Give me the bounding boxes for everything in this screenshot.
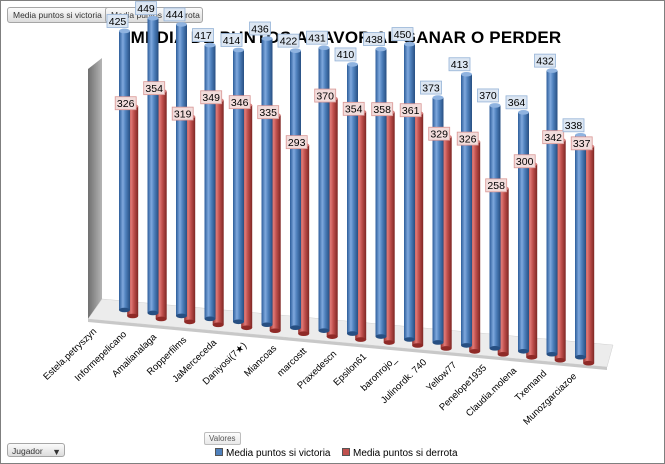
data-label-derrota: 300	[513, 154, 536, 169]
jugador-field-button[interactable]: Jugador ▼	[7, 443, 65, 457]
svg-text:349: 349	[202, 92, 220, 104]
svg-text:258: 258	[487, 180, 505, 192]
svg-text:431: 431	[308, 32, 326, 44]
data-label-victoria: 417	[192, 28, 214, 42]
bar-victoria	[176, 22, 187, 319]
valores-label: Valores	[204, 432, 241, 445]
svg-text:450: 450	[394, 29, 412, 41]
data-label-victoria: 373	[420, 80, 442, 95]
svg-text:342: 342	[544, 132, 562, 144]
svg-text:436: 436	[251, 23, 269, 35]
data-label-victoria: 436	[249, 21, 271, 36]
svg-text:410: 410	[337, 49, 355, 61]
data-label-victoria: 425	[106, 14, 129, 28]
data-label-derrota: 329	[428, 126, 451, 141]
svg-text:444: 444	[166, 9, 184, 21]
svg-text:425: 425	[109, 16, 127, 28]
svg-text:364: 364	[508, 97, 526, 109]
data-label-derrota: 337	[570, 136, 593, 151]
legend-item-derrota: Media puntos si derrota	[342, 448, 458, 460]
data-label-victoria: 413	[448, 57, 471, 72]
bar-victoria	[233, 47, 244, 325]
legend-label-derrota: Media puntos si derrota	[353, 448, 458, 459]
data-label-victoria: 438	[363, 32, 385, 46]
bar-victoria	[461, 71, 472, 348]
data-label-victoria: 364	[505, 95, 528, 110]
data-label-derrota: 326	[456, 131, 479, 146]
bar-victoria	[432, 95, 444, 345]
data-label-derrota: 346	[228, 95, 251, 110]
svg-text:361: 361	[402, 105, 420, 117]
bar-victoria	[290, 48, 301, 331]
data-label-victoria: 449	[135, 1, 157, 16]
legend-swatch-derrota	[342, 448, 350, 456]
svg-text:358: 358	[373, 104, 391, 116]
data-label-victoria: 431	[306, 30, 328, 45]
svg-text:432: 432	[536, 55, 554, 67]
data-label-derrota: 349	[200, 90, 223, 105]
data-label-derrota: 319	[171, 106, 194, 121]
bar-victoria	[375, 46, 387, 339]
svg-text:354: 354	[345, 104, 363, 116]
jugador-label: Jugador	[12, 446, 43, 456]
bar-victoria	[347, 62, 358, 336]
svg-text:414: 414	[223, 35, 241, 47]
svg-text:300: 300	[516, 156, 534, 168]
svg-text:337: 337	[573, 138, 591, 150]
legend-item-victoria: Media puntos si victoria	[215, 448, 331, 460]
data-label-derrota: 326	[114, 96, 137, 111]
data-label-victoria: 422	[277, 33, 300, 48]
data-label-victoria: 432	[534, 53, 556, 68]
bar-victoria	[546, 68, 558, 357]
svg-text:293: 293	[288, 137, 306, 149]
data-label-victoria: 444	[163, 7, 186, 22]
data-label-derrota: 354	[342, 101, 365, 116]
data-label-victoria: 370	[477, 88, 499, 103]
svg-text:370: 370	[479, 90, 497, 102]
svg-text:413: 413	[451, 59, 469, 71]
svg-text:338: 338	[565, 120, 583, 132]
data-label-victoria: 414	[220, 33, 243, 47]
svg-text:373: 373	[422, 82, 440, 94]
svg-text:335: 335	[259, 107, 277, 119]
data-label-derrota: 335	[257, 105, 280, 120]
data-label-derrota: 342	[542, 130, 565, 145]
svg-text:422: 422	[280, 35, 298, 47]
svg-text:354: 354	[145, 83, 163, 95]
bar-victoria	[575, 132, 586, 360]
bar-victoria	[204, 42, 216, 322]
svg-text:449: 449	[137, 3, 155, 15]
svg-text:417: 417	[194, 30, 212, 42]
data-label-derrota: 370	[314, 88, 337, 103]
bar-victoria	[261, 36, 273, 328]
bar-victoria	[318, 45, 330, 333]
data-label-derrota: 293	[285, 135, 308, 150]
legend-label-victoria: Media puntos si victoria	[226, 448, 331, 459]
data-label-victoria: 450	[391, 27, 414, 41]
data-label-derrota: 358	[371, 102, 394, 117]
svg-text:329: 329	[430, 129, 448, 141]
data-label-victoria: 410	[334, 47, 357, 62]
data-label-derrota: 361	[399, 103, 422, 118]
svg-text:319: 319	[174, 108, 192, 120]
svg-text:346: 346	[231, 97, 249, 109]
svg-text:326: 326	[117, 98, 135, 110]
svg-text:370: 370	[316, 90, 334, 102]
filter-icon[interactable]: ▼	[52, 447, 61, 457]
data-label-victoria: 338	[562, 118, 585, 133]
legend-swatch-victoria	[215, 448, 223, 456]
data-label-derrota: 354	[143, 81, 166, 96]
bar-victoria	[518, 110, 529, 354]
side-wall	[88, 58, 102, 319]
bar-victoria	[404, 41, 415, 342]
data-label-derrota: 258	[485, 178, 508, 193]
svg-text:438: 438	[365, 34, 383, 46]
bar-victoria	[119, 28, 130, 313]
bar-victoria	[489, 103, 501, 351]
bar-victoria	[147, 15, 159, 316]
svg-text:326: 326	[459, 133, 477, 145]
floor-front-edge	[88, 319, 607, 370]
